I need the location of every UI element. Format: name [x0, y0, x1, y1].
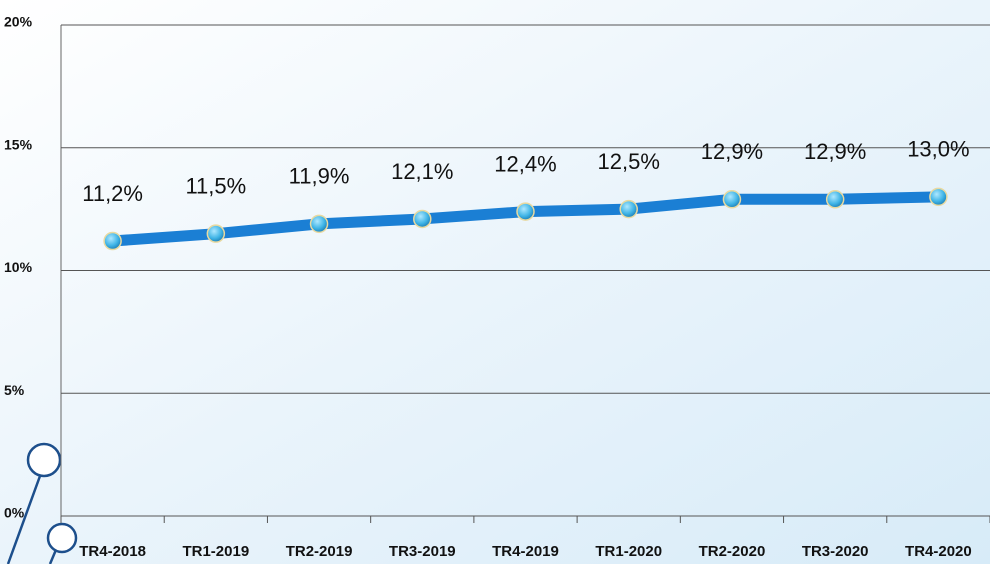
data-label: 12,4%: [494, 151, 556, 176]
x-tick-label: TR4-2020: [905, 543, 972, 560]
x-tick-label: TR1-2019: [182, 543, 249, 560]
data-label: 12,9%: [701, 139, 763, 164]
data-label: 12,5%: [598, 149, 660, 174]
y-tick-label: 20%: [4, 14, 33, 30]
x-tick-label: TR1-2020: [595, 543, 662, 560]
x-tick-label: TR2-2019: [286, 543, 353, 560]
data-point: [309, 214, 329, 234]
x-tick-label: TR3-2019: [389, 543, 456, 560]
y-tick-label: 15%: [4, 136, 33, 152]
y-tick-label: 10%: [4, 259, 33, 275]
data-label: 13,0%: [907, 137, 969, 162]
data-point: [825, 190, 845, 209]
y-tick-label: 0%: [4, 505, 25, 521]
data-point: [206, 224, 226, 243]
data-point: [103, 231, 122, 251]
data-label: 11,9%: [289, 164, 350, 189]
x-tick-label: TR4-2018: [79, 543, 146, 560]
decoration: [6, 442, 78, 564]
data-label: 12,9%: [804, 139, 866, 164]
data-label: 12,1%: [391, 159, 453, 184]
x-tick-label: TR3-2020: [802, 543, 869, 560]
data-label: 11,5%: [185, 173, 246, 198]
x-tick-label: TR4-2019: [492, 543, 559, 560]
x-tick-label: TR2-2020: [699, 543, 766, 560]
y-tick-label: 5%: [4, 382, 25, 398]
data-point: [516, 202, 535, 221]
data-point: [619, 199, 638, 219]
data-point: [929, 187, 948, 207]
data-point: [722, 190, 742, 209]
data-label: 11,2%: [82, 181, 143, 206]
data-point: [413, 209, 432, 229]
